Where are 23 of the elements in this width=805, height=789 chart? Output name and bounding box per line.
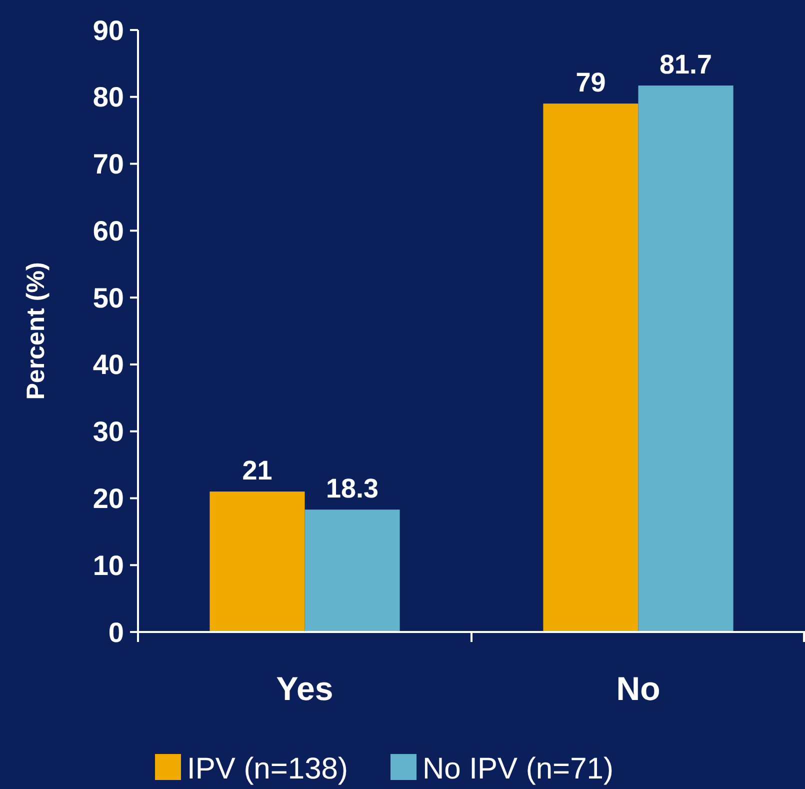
y-tick-label: 10 xyxy=(92,550,124,581)
data-label: 81.7 xyxy=(659,50,712,80)
y-tick-label: 0 xyxy=(108,616,124,648)
y-tick-label: 30 xyxy=(92,416,124,448)
y-tick-label: 60 xyxy=(92,215,124,246)
y-axis-title: Percent (%) xyxy=(22,262,50,400)
data-label: 18.3 xyxy=(326,474,379,504)
y-tick-label: 90 xyxy=(92,14,124,46)
bar xyxy=(210,492,305,632)
x-tick-label: Yes xyxy=(276,670,334,707)
bar xyxy=(543,104,638,632)
y-tick-label: 40 xyxy=(92,349,124,380)
y-tick-label: 80 xyxy=(92,82,124,113)
legend-label: IPV (n=138) xyxy=(187,752,348,786)
legend-label: No IPV (n=71) xyxy=(422,752,614,786)
x-tick-label: No xyxy=(616,670,660,707)
y-tick-label: 50 xyxy=(92,282,124,314)
y-tick-label: 70 xyxy=(92,148,124,180)
bar xyxy=(638,86,734,632)
bar xyxy=(304,510,400,632)
y-tick-label: 20 xyxy=(92,483,124,514)
data-label: 79 xyxy=(576,68,606,98)
data-label: 21 xyxy=(242,456,272,486)
